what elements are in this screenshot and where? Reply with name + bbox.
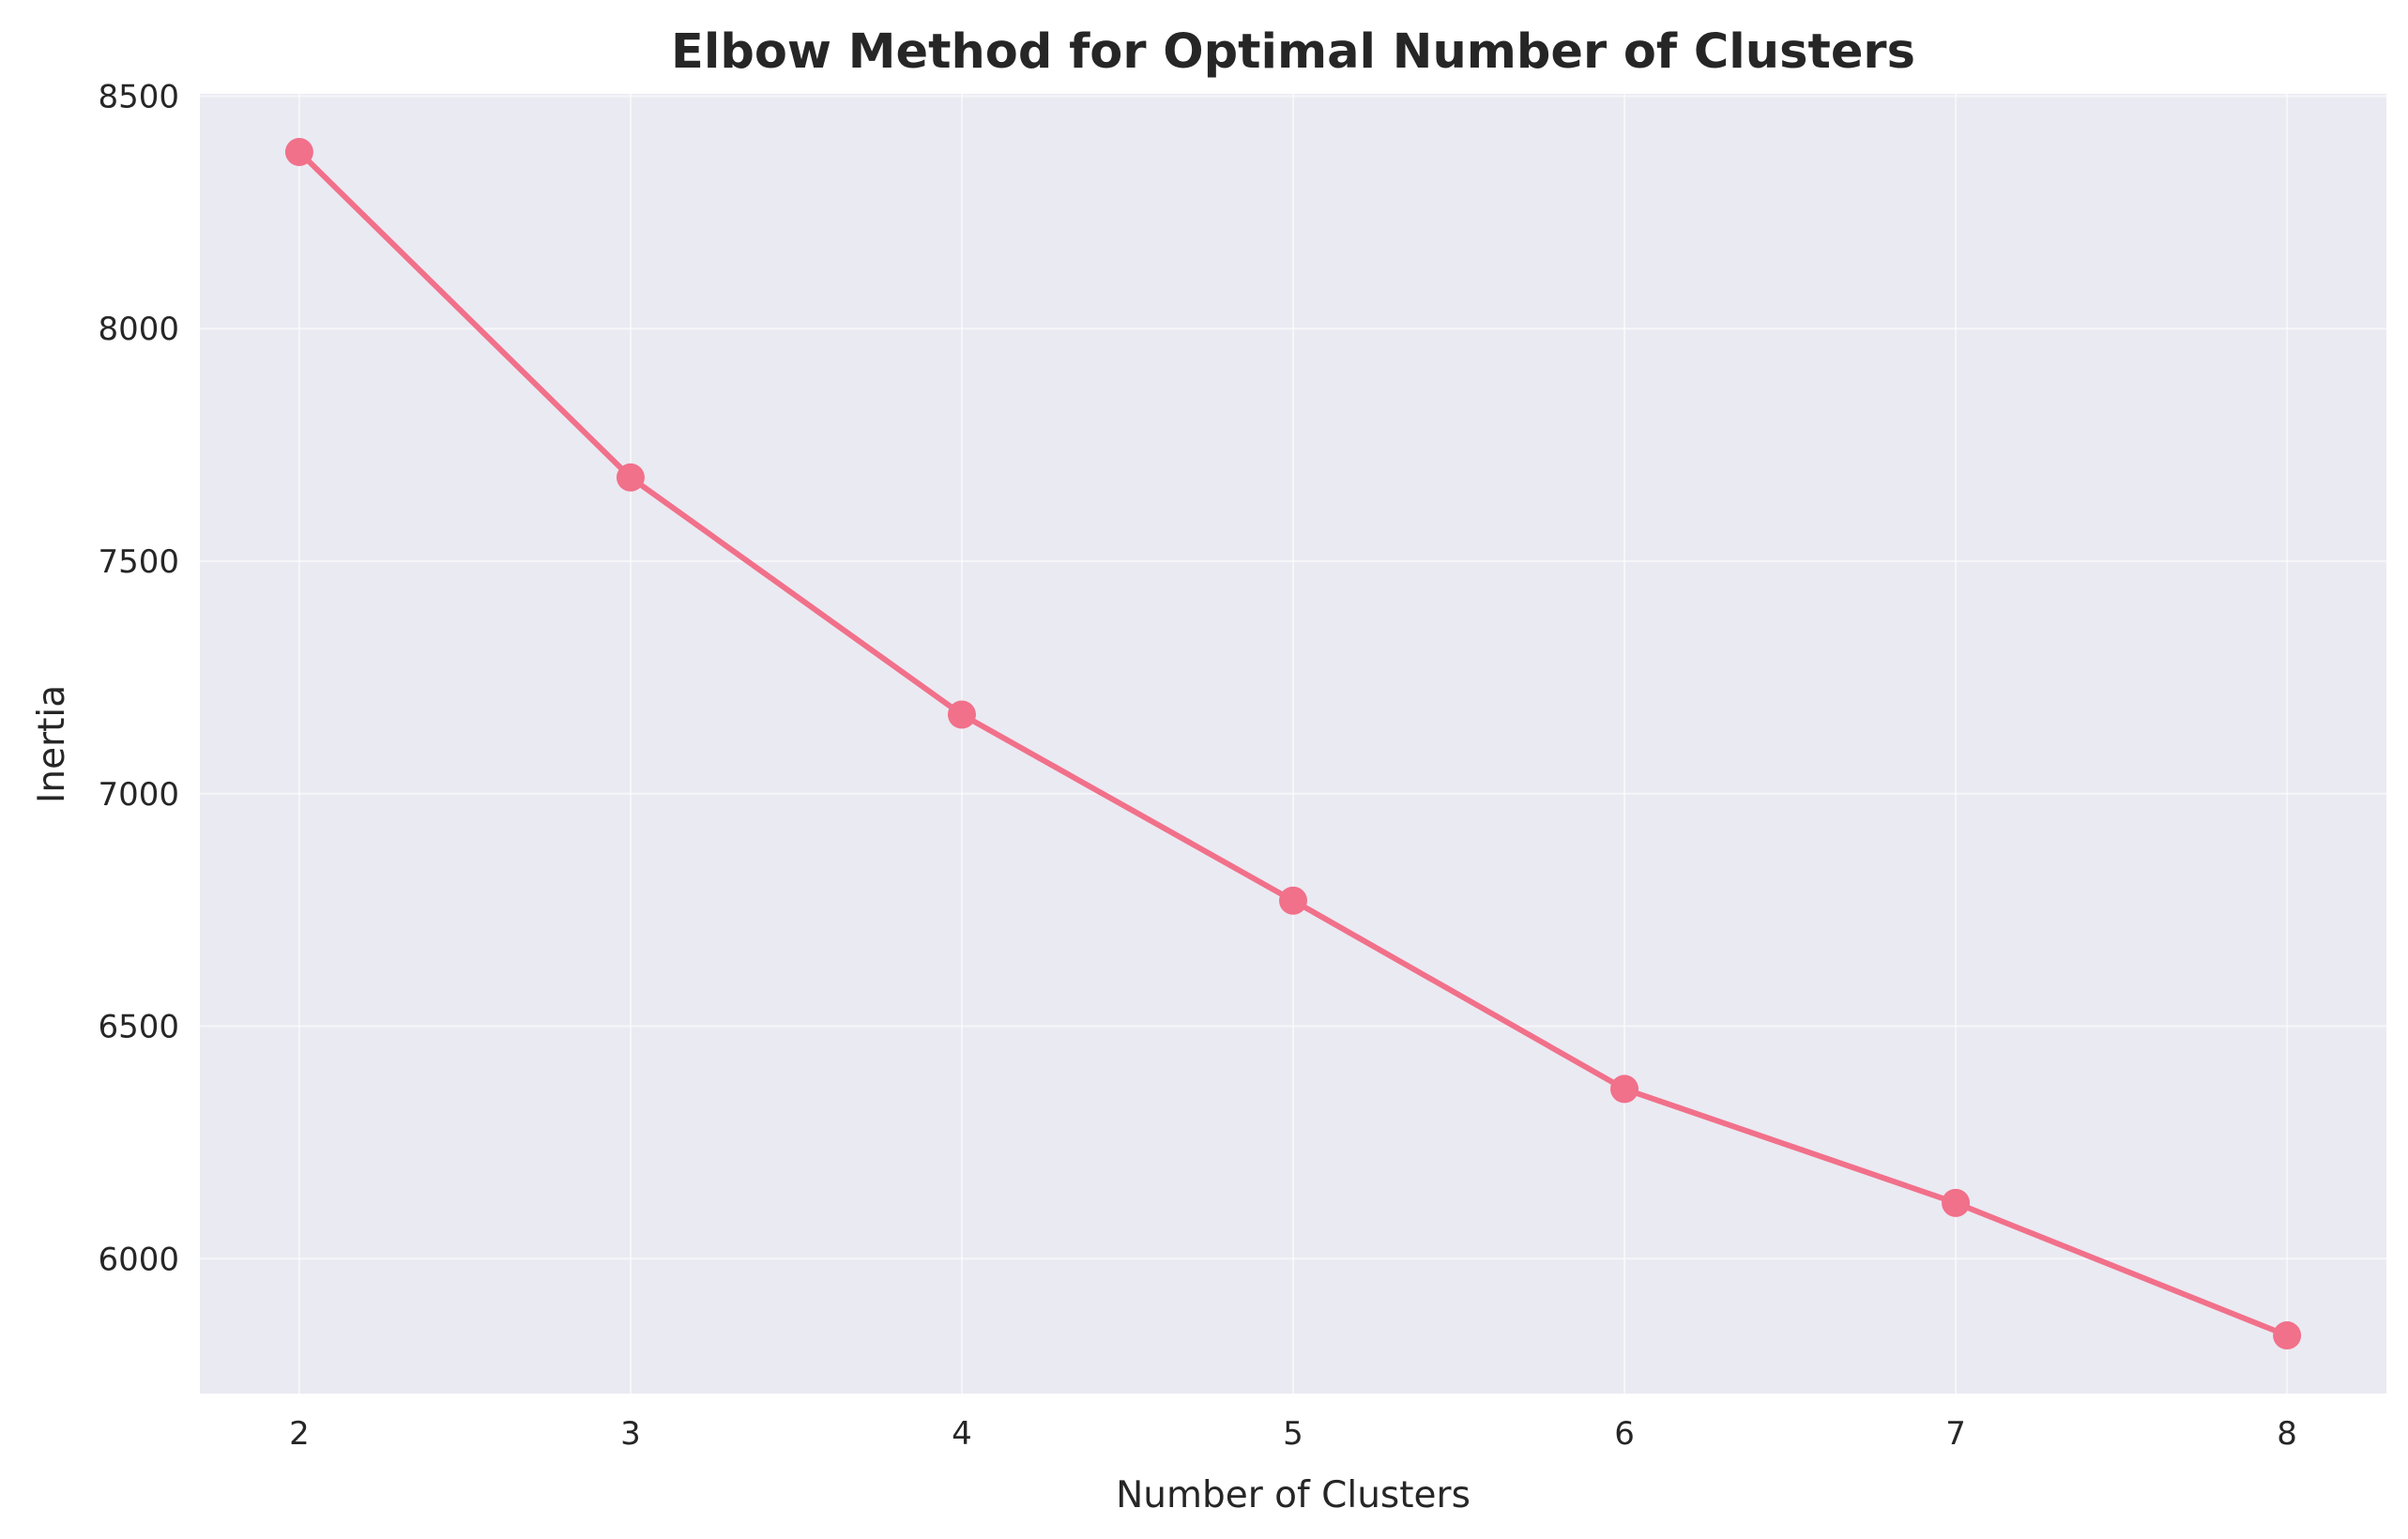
x-tick-labels: 2 3 4 5 6 7 8 bbox=[289, 1415, 2297, 1453]
y-tick-labels: 6000 6500 7000 7500 8000 8500 bbox=[98, 78, 179, 1278]
chart-title: Elbow Method for Optimal Number of Clust… bbox=[671, 24, 1915, 80]
x-tick-label: 7 bbox=[1945, 1415, 1966, 1453]
data-point bbox=[1279, 886, 1307, 915]
data-point bbox=[616, 463, 645, 492]
x-tick-label: 5 bbox=[1283, 1415, 1303, 1453]
x-tick-label: 8 bbox=[2277, 1415, 2297, 1453]
data-point bbox=[947, 700, 976, 729]
y-tick-label: 8000 bbox=[98, 311, 179, 348]
data-point bbox=[1942, 1188, 1971, 1217]
x-tick-label: 4 bbox=[952, 1415, 972, 1453]
x-tick-label: 3 bbox=[620, 1415, 641, 1453]
y-tick-label: 7000 bbox=[98, 776, 179, 814]
data-point bbox=[1610, 1074, 1639, 1104]
x-tick-label: 2 bbox=[289, 1415, 310, 1453]
x-tick-label: 6 bbox=[1614, 1415, 1635, 1453]
y-tick-label: 8500 bbox=[98, 78, 179, 115]
grid-lines bbox=[200, 94, 2386, 1394]
y-tick-label: 7500 bbox=[98, 543, 179, 581]
data-point bbox=[284, 137, 313, 166]
y-tick-label: 6500 bbox=[98, 1009, 179, 1046]
x-axis-label: Number of Clusters bbox=[1116, 1474, 1471, 1516]
data-point bbox=[2273, 1321, 2302, 1350]
series-layer bbox=[284, 137, 2302, 1350]
y-axis-label: Inertia bbox=[31, 685, 73, 803]
y-tick-label: 6000 bbox=[98, 1241, 179, 1278]
